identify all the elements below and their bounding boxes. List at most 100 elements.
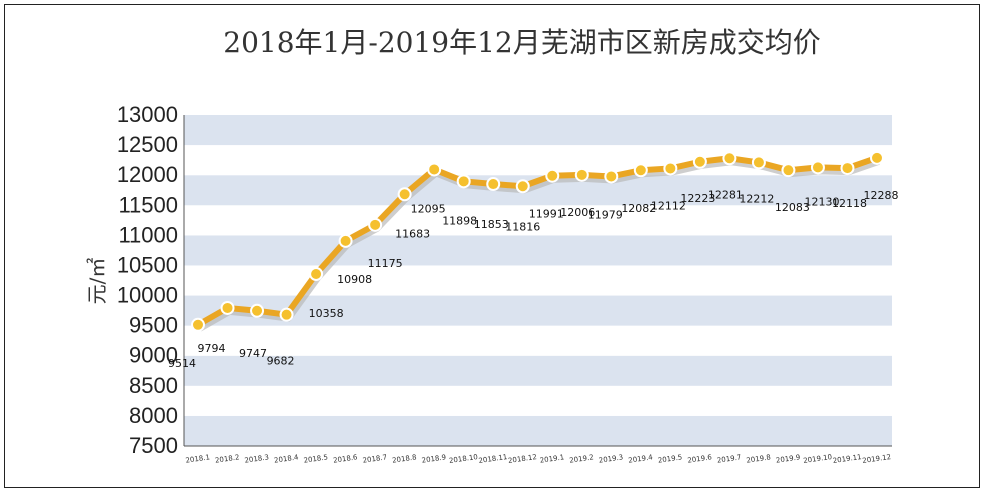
data-point	[515, 179, 530, 194]
y-tick-label: 10500	[117, 252, 178, 277]
data-label: 12082	[621, 202, 656, 215]
background-band	[184, 325, 892, 356]
data-label: 11683	[395, 227, 430, 240]
y-tick-label: 9500	[129, 313, 178, 338]
data-point	[486, 177, 501, 192]
x-tick-label: 2019.9	[775, 453, 800, 464]
y-tick-label: 11500	[118, 192, 178, 217]
y-axis-label: 元/㎡	[85, 258, 109, 305]
data-label: 12288	[864, 189, 899, 202]
x-tick-label: 2018.11	[478, 453, 508, 465]
data-point	[870, 150, 884, 165]
x-tick-label: 2018.5	[303, 453, 328, 464]
data-label: 11175	[368, 257, 403, 270]
y-tick-label: 10000	[117, 283, 178, 308]
x-tick-label: 2018.3	[244, 453, 269, 464]
background-band	[184, 415, 892, 446]
x-tick-label: 2019.5	[657, 453, 682, 464]
data-point	[309, 267, 324, 282]
data-point	[250, 303, 265, 318]
data-point	[191, 317, 205, 332]
data-point	[781, 163, 796, 178]
data-point	[604, 169, 619, 184]
x-tick-label: 2018.12	[508, 453, 538, 465]
chart-title: 2018年1月-2019年12月芜湖市区新房成交均价	[223, 26, 820, 59]
background-band	[184, 115, 892, 146]
data-label: 12118	[832, 197, 867, 210]
data-label: 9794	[198, 342, 226, 355]
x-tick-label: 2018.4	[274, 453, 300, 464]
data-point	[810, 160, 825, 175]
x-tick-label: 2018.8	[392, 453, 417, 464]
x-axis: 2018.1 2018.2 2018.3 2018.4 2018.5 2018.6 2018…	[184, 445, 892, 465]
data-label: 12212	[739, 192, 774, 205]
series-shadow	[198, 159, 880, 332]
data-point	[633, 163, 648, 178]
data-point	[692, 154, 707, 169]
data-label: 9514	[168, 357, 196, 370]
data-label: 12083	[775, 201, 810, 214]
x-tick-label: 2019.3	[598, 453, 623, 464]
y-tick-label: 7500	[129, 433, 178, 458]
y-tick-label: 8500	[129, 373, 178, 398]
series-line-group	[191, 150, 884, 332]
x-tick-label: 2018.6	[333, 453, 359, 464]
data-label: 12006	[560, 206, 595, 219]
y-tick-label: 13000	[117, 102, 178, 127]
data-point	[220, 300, 235, 315]
x-tick-label: 2019.2	[569, 453, 594, 464]
data-label: 10358	[309, 307, 344, 320]
y-tick-label: 11000	[118, 222, 178, 247]
background-band	[184, 235, 892, 266]
data-label: 12112	[651, 199, 686, 212]
background-bands	[184, 115, 892, 446]
x-tick-label: 2019.7	[716, 453, 741, 464]
data-point	[840, 161, 855, 176]
x-tick-label: 2019.11	[832, 453, 862, 465]
x-tick-label: 2018.9	[421, 453, 446, 464]
y-tick-label: 8000	[129, 403, 178, 428]
y-tick-label: 12000	[117, 162, 178, 187]
x-tick-label: 2018.10	[449, 453, 479, 465]
x-tick-label: 2019.12	[862, 453, 892, 465]
data-point	[574, 167, 589, 182]
x-tick-label: 2018.2	[215, 453, 240, 464]
data-label: 11898	[442, 214, 477, 227]
data-label: 10908	[337, 273, 372, 286]
background-band	[184, 355, 892, 386]
data-label: 11816	[505, 220, 540, 233]
x-tick-label: 2019.8	[746, 453, 771, 464]
data-point	[663, 161, 678, 176]
data-label: 9747	[239, 347, 267, 360]
background-band	[184, 265, 892, 296]
x-tick-label: 2018.1	[185, 453, 210, 464]
data-label: 12130	[804, 195, 839, 208]
data-point	[338, 233, 353, 248]
background-band	[184, 205, 892, 236]
x-tick-label: 2018.7	[362, 453, 387, 464]
background-band	[184, 385, 892, 416]
data-label: 11853	[474, 218, 509, 231]
data-label: 11979	[588, 208, 623, 221]
y-tick-label: 12500	[117, 132, 178, 157]
data-label: 12095	[411, 202, 446, 215]
data-point	[722, 151, 737, 166]
y-axis: 7500 8000 8500 9000 9500 10000 10500 11000 11500…	[117, 102, 185, 458]
data-label: 11991	[529, 208, 564, 221]
data-point	[368, 217, 383, 232]
y-tick-label: 9000	[129, 343, 178, 368]
x-tick-label: 2019.10	[803, 453, 833, 465]
data-point	[545, 168, 560, 183]
data-label: 12281	[708, 188, 743, 201]
data-point	[397, 187, 412, 202]
data-label: 9682	[267, 355, 295, 368]
data-point	[279, 307, 294, 322]
x-tick-label: 2019.1	[539, 453, 564, 464]
x-tick-label: 2019.6	[687, 453, 713, 464]
data-point	[751, 155, 766, 170]
x-tick-label: 2019.4	[628, 453, 654, 464]
data-point	[456, 174, 471, 189]
data-point	[427, 162, 442, 177]
